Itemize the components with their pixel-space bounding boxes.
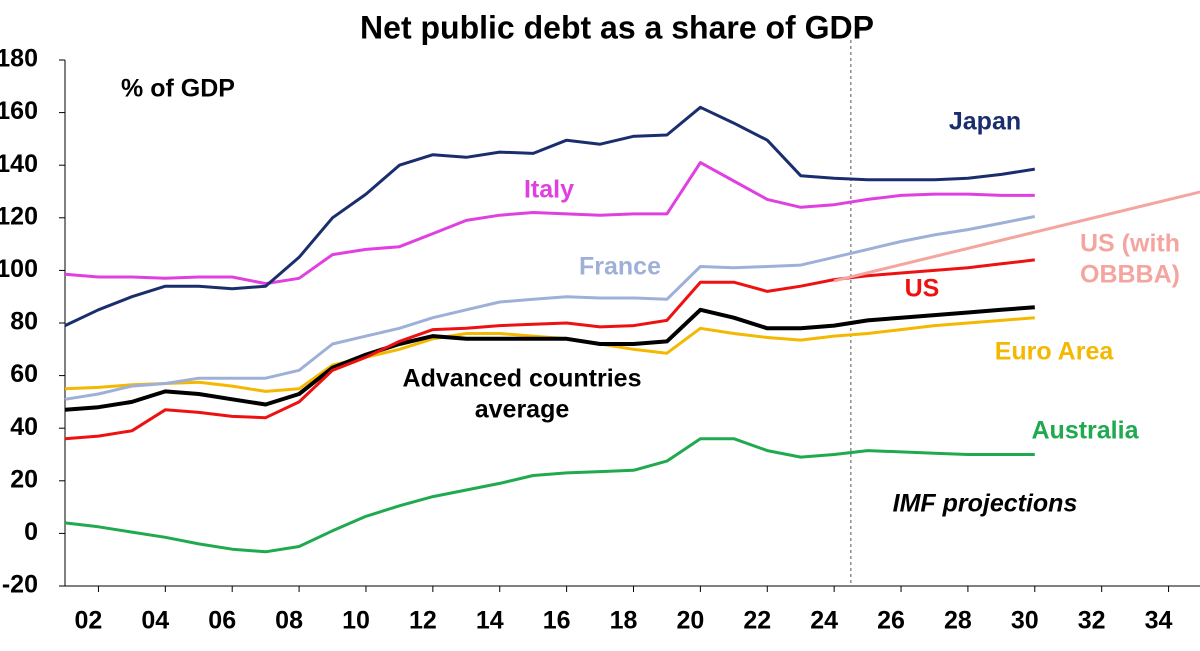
y-tick-label: 0 bbox=[24, 518, 38, 546]
series-line bbox=[64, 437, 1035, 554]
series-line bbox=[64, 105, 1036, 327]
x-tick-label: 20 bbox=[676, 607, 704, 635]
x-tick-label: 32 bbox=[1078, 607, 1106, 635]
y-tick-label: -20 bbox=[2, 571, 38, 599]
legend-label: Italy bbox=[524, 176, 574, 204]
y-tick-label: 120 bbox=[0, 202, 38, 230]
legend-label: Japan bbox=[949, 108, 1021, 136]
y-tick-label: 40 bbox=[10, 413, 38, 441]
x-tick-label: 28 bbox=[944, 607, 972, 635]
x-tick-label: 14 bbox=[476, 607, 504, 635]
x-tick-label: 34 bbox=[1145, 607, 1173, 635]
legend-label: OBBBA) bbox=[1080, 261, 1180, 289]
x-tick-label: 08 bbox=[275, 607, 303, 635]
x-tick-label: 06 bbox=[208, 607, 236, 635]
y-tick-label: 60 bbox=[10, 360, 38, 388]
annotation: IMF projections bbox=[893, 490, 1078, 518]
y-tick-label: 160 bbox=[0, 97, 38, 125]
legend-label: France bbox=[579, 253, 661, 281]
axis-label: % of GDP bbox=[121, 75, 235, 103]
x-tick-label: 24 bbox=[810, 607, 838, 635]
chart-title: Net public debt as a share of GDP bbox=[360, 9, 874, 45]
x-tick-label: 04 bbox=[141, 607, 169, 635]
x-tick-label: 16 bbox=[543, 607, 571, 635]
x-tick-label: 30 bbox=[1011, 607, 1039, 635]
series-line bbox=[833, 190, 1200, 283]
x-tick-label: 18 bbox=[610, 607, 638, 635]
y-tick-label: 100 bbox=[0, 255, 38, 283]
series-line bbox=[64, 258, 1035, 441]
legend-label: Euro Area bbox=[995, 338, 1115, 366]
x-tick-label: 02 bbox=[75, 607, 103, 635]
legend-label: Australia bbox=[1032, 417, 1140, 445]
legend-label: average bbox=[475, 396, 570, 424]
series-line bbox=[64, 215, 1036, 401]
x-tick-label: 22 bbox=[743, 607, 771, 635]
y-tick-label: 80 bbox=[10, 308, 38, 336]
x-tick-label: 12 bbox=[409, 607, 437, 635]
y-tick-label: 180 bbox=[0, 45, 38, 73]
series-line bbox=[64, 305, 1035, 412]
x-tick-label: 26 bbox=[877, 607, 905, 635]
legend-label: US bbox=[905, 275, 940, 303]
legend-label: Advanced countries bbox=[403, 365, 642, 393]
x-tick-label: 10 bbox=[342, 607, 370, 635]
y-tick-label: 140 bbox=[0, 150, 38, 178]
series-line bbox=[64, 161, 1035, 286]
legend-label: US (with bbox=[1080, 230, 1180, 258]
y-tick-label: 20 bbox=[10, 465, 38, 493]
